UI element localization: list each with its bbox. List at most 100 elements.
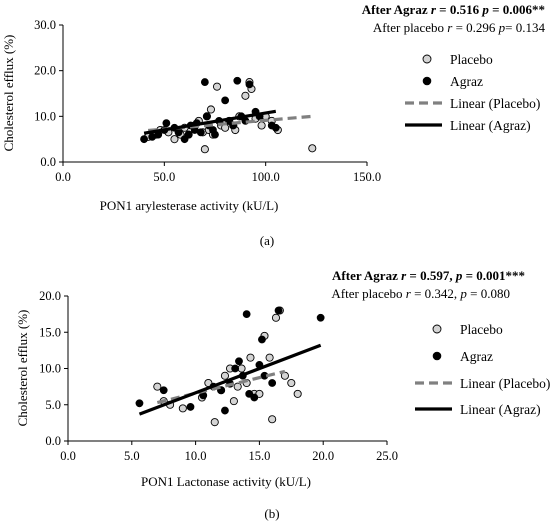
panel-b-stats-2-prefix: After placebo	[331, 286, 405, 301]
panel-a-legend: Placebo Agraz Linear (Placebo) Linear (Agra…	[405, 52, 540, 133]
panel-a-y-tick-label: 30.0	[34, 18, 56, 32]
panel-b-x-tick-label: 25.0	[376, 449, 398, 463]
panel-a-caption: (a)	[260, 233, 274, 248]
panel-a-point-agraz	[221, 96, 230, 105]
panel-b-point-placebo	[271, 313, 281, 322]
panel-b-stats-line-2: After placebo r = 0.342, p = 0.080	[331, 286, 510, 301]
panel-a-y-tick-label: 0.0	[40, 155, 56, 169]
panel-a-legend-label: Placebo	[450, 52, 493, 67]
panel-a-stats-line-2: After placebo r = 0.296 p= 0.134	[373, 20, 546, 35]
panel-b-stats-2-rval: = 0.342	[411, 286, 454, 301]
panel-a-stats-1-rval: = 0.516	[436, 2, 482, 17]
panel-a-trendline-agraz	[143, 109, 277, 135]
panel-b-point-placebo	[265, 353, 274, 362]
panel-b-point-agraz	[159, 386, 168, 395]
panel-a-stats-1-pval: = 0.006**	[489, 2, 545, 17]
panel-b-x-tick-label: 5.0	[124, 449, 140, 463]
panel-a-chart: After Agraz r = 0.516 p = 0.006** After …	[1, 2, 545, 248]
panel-a-x-axis-title: PON1 arylesterase activity (kU/L)	[100, 198, 279, 213]
panel-b-point-placebo	[233, 382, 242, 391]
panel-b-trendline-agraz	[138, 343, 322, 416]
panel-a-legend-label: Linear (Agraz)	[450, 118, 531, 133]
panel-b-stats-2-p: p	[459, 286, 467, 301]
panel-b-stats-1-pval: = 0.001***	[462, 268, 525, 283]
panel-a-y-tick-label: 20.0	[34, 64, 56, 78]
panel-b-y-axis-title: Cholesterol efflux (%)	[15, 310, 30, 427]
panel-a-legend-label: Linear (Placebo)	[450, 96, 540, 111]
panel-b-x-tick-label: 10.0	[185, 449, 207, 463]
panel-a-stats-2-r: r	[447, 20, 453, 35]
panel-b-point-agraz	[250, 393, 259, 402]
panel-b-legend-label: Linear (Agraz)	[460, 402, 541, 417]
panel-b-x-tick-label: 20.0	[312, 449, 334, 463]
panel-a-point-agraz	[245, 80, 254, 89]
panel-b-stats-1-p: p	[455, 268, 463, 283]
panel-b-x-tick-label: 0.0	[60, 449, 76, 463]
panel-b-y-tick-label: 10.0	[39, 362, 61, 376]
panel-b-legend-marker-placebo	[432, 324, 442, 334]
panel-b-point-placebo	[220, 371, 229, 380]
panel-b-x-tick-label: 15.0	[248, 449, 270, 463]
panel-a-tick-labels: 0.0 50.0 100.0 150.0 0.0 10.0 20.0 30.0	[34, 18, 381, 184]
panel-a-point-placebo	[241, 91, 250, 100]
panel-a-stats-line-1: After Agraz r = 0.516 p = 0.006**	[362, 2, 545, 17]
panel-b-point-agraz	[221, 406, 229, 415]
panel-a-stats-1-r: r	[431, 2, 437, 17]
panel-b-legend-marker-agraz	[432, 351, 442, 361]
panel-a-point-agraz	[271, 123, 280, 132]
panel-b-stats-line-1: After Agraz r = 0.597, p = 0.001***	[332, 268, 525, 283]
panel-b-legend-label: Placebo	[460, 322, 503, 337]
panel-b-y-tick-label: 15.0	[39, 325, 61, 339]
panel-b-stats-1-prefix: After Agraz	[332, 268, 401, 283]
panel-b-point-agraz	[231, 364, 240, 373]
panel-b-y-tick-label: 0.0	[45, 434, 61, 448]
panel-b-stats-1-sep: ,	[449, 268, 456, 283]
panel-a-stats-1-p: p	[481, 2, 489, 17]
panel-a-stats-2-prefix: After placebo	[373, 20, 447, 35]
panel-b-point-agraz	[274, 306, 283, 315]
panel-a-point-agraz	[211, 130, 219, 139]
panel-a-point-placebo	[206, 105, 215, 114]
panel-a-data-marks	[140, 76, 317, 154]
panel-b-point-placebo	[293, 389, 302, 398]
panel-b-point-agraz	[235, 357, 243, 366]
panel-b-point-agraz	[268, 379, 277, 387]
panel-b-point-agraz	[242, 310, 251, 319]
panel-b-stats-2-sep: ,	[454, 286, 461, 301]
panel-a-point-agraz	[233, 76, 242, 85]
panel-a-legend-marker-placebo	[422, 54, 432, 64]
panel-a-point-placebo	[200, 145, 209, 154]
panel-b-legend-label: Agraz	[460, 349, 493, 364]
panel-b-point-agraz	[186, 403, 195, 411]
panel-b-stats-2-pval: = 0.080	[467, 286, 510, 301]
panel-a-point-agraz	[162, 119, 171, 128]
panel-b-stats-2-r: r	[406, 286, 412, 301]
panel-a-point-agraz	[184, 130, 193, 139]
panel-b-x-axis-title: PON1 Lactonase activity (kU/L)	[141, 474, 311, 489]
panel-a-stats-1-prefix: After Agraz	[362, 2, 431, 17]
panel-b-point-agraz	[316, 313, 325, 322]
panel-a-point-agraz	[140, 135, 148, 144]
panel-b-point-placebo	[178, 404, 187, 413]
panel-b-point-agraz	[258, 335, 266, 344]
panel-a-point-placebo	[170, 135, 179, 144]
panel-a-y-axis-title: Cholesterol efflux (%)	[1, 35, 16, 152]
panel-a-x-tick-label: 0.0	[55, 170, 71, 184]
panel-a-point-agraz	[202, 112, 211, 121]
panel-a-point-placebo	[212, 82, 222, 91]
panel-b-data-marks	[135, 306, 325, 427]
panel-a-point-agraz	[174, 128, 183, 137]
panel-b-stats-1-rval: = 0.597	[406, 268, 450, 283]
panel-b-point-placebo	[153, 382, 162, 391]
panel-a-stats-2-p: p	[498, 20, 506, 35]
panel-b-legend-label: Linear (Placebo)	[460, 376, 550, 391]
panel-a-x-tick-label: 50.0	[153, 170, 175, 184]
panel-a-y-tick-label: 10.0	[34, 109, 56, 123]
panel-a-legend-marker-agraz	[422, 76, 432, 86]
panel-a-point-placebo	[308, 144, 317, 153]
panel-a-x-tick-label: 150.0	[353, 170, 381, 184]
panel-b-tick-labels: 0.0 5.0 10.0 15.0 20.0 25.0 0.0 5.0 10.0 15.0 20.0	[39, 289, 398, 463]
panel-b-caption: (b)	[264, 506, 279, 521]
panel-a-point-agraz	[200, 78, 209, 86]
